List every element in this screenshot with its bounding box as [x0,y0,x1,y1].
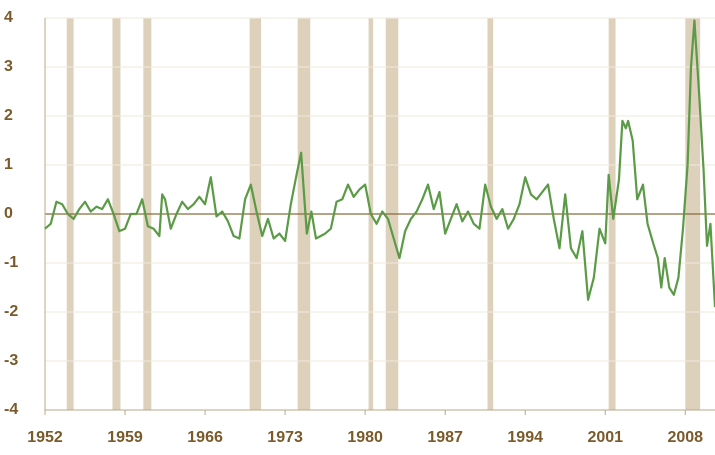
y-tick-label: -3 [4,352,18,369]
y-tick-label: 1 [4,156,13,173]
data-line [44,19,715,308]
x-tick-label: 1966 [187,429,223,446]
x-tick-label: 2008 [667,429,703,446]
x-tick-label: 2001 [587,429,623,446]
y-tick-label: 0 [4,205,13,222]
x-tick-label: 1959 [107,429,143,446]
x-tick-label: 1994 [507,429,543,446]
x-tick-label: 1952 [27,429,63,446]
y-tick-label: -2 [4,303,18,320]
x-tick-label: 1987 [427,429,463,446]
y-tick-label: 2 [4,107,13,124]
y-tick-label: 3 [4,58,13,75]
y-tick-label: 4 [4,9,13,26]
y-tick-label: -4 [4,401,18,418]
x-tick-label: 1973 [267,429,303,446]
x-tick-label: 1980 [347,429,383,446]
y-tick-label: -1 [4,254,18,271]
